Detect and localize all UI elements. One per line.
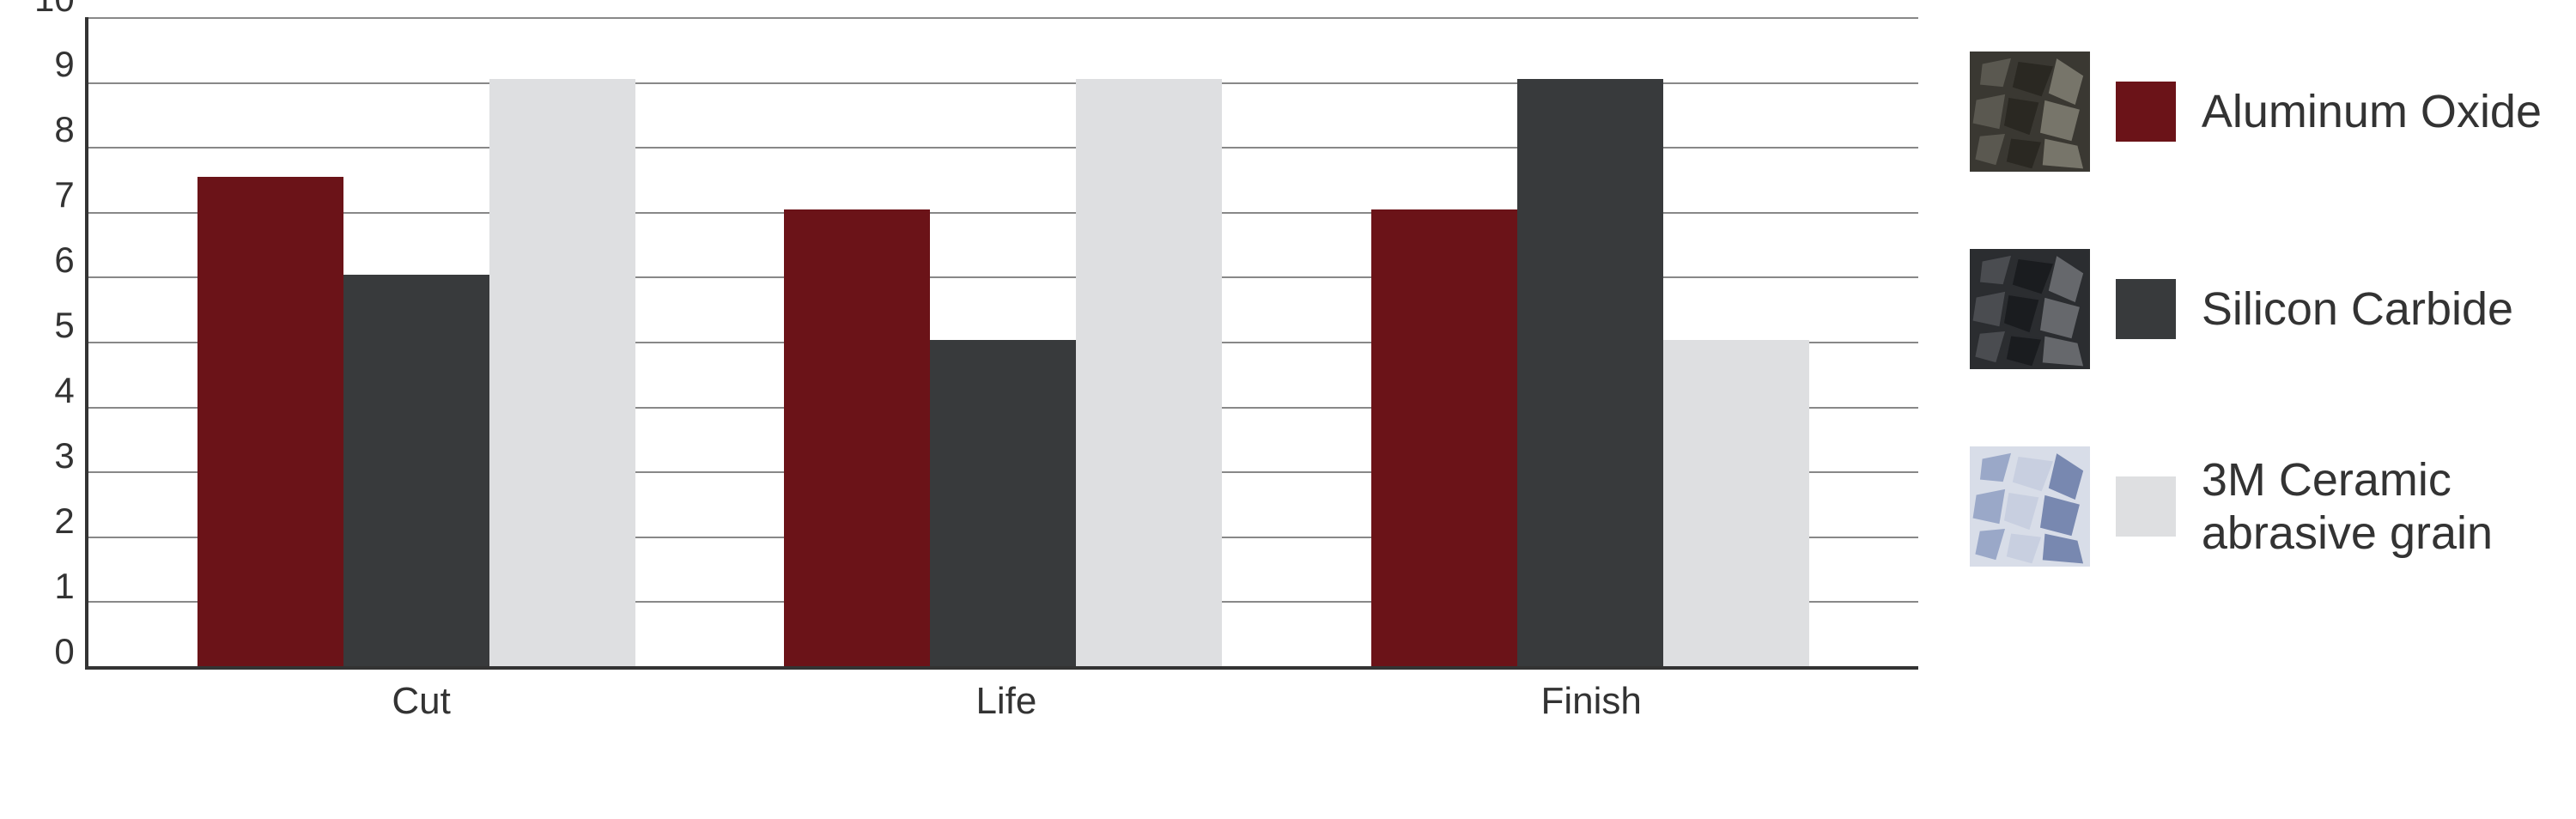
legend-color-swatch (2116, 82, 2176, 142)
plot-area (85, 17, 1918, 670)
legend-color-swatch (2116, 279, 2176, 339)
legend-label: Silicon Carbide (2202, 282, 2513, 336)
legend-label: 3M Ceramicabrasive grain (2202, 453, 2493, 560)
bar-aluminum_oxide (784, 209, 930, 666)
legend-item: 3M Ceramicabrasive grain (1970, 446, 2542, 567)
bar-aluminum_oxide (197, 177, 343, 666)
legend-color-swatch (2116, 476, 2176, 537)
legend: Aluminum Oxide Silicon Carbide 3M Ceramica… (1970, 17, 2542, 567)
bar-ceramic (489, 79, 635, 666)
y-axis: 10 9 8 7 6 5 4 3 2 1 0 (34, 0, 85, 652)
bar-silicon_carbide (930, 340, 1076, 666)
legend-texture-swatch (1970, 446, 2090, 567)
bar-silicon_carbide (343, 275, 489, 666)
bar-silicon_carbide (1517, 79, 1663, 666)
bar-ceramic (1663, 340, 1809, 666)
bar-group (784, 79, 1222, 666)
x-label-finish: Finish (1299, 680, 1884, 723)
legend-label: Aluminum Oxide (2202, 85, 2542, 138)
legend-item: Aluminum Oxide (1970, 52, 2542, 172)
bar-ceramic (1076, 79, 1222, 666)
legend-item: Silicon Carbide (1970, 249, 2542, 369)
bar-aluminum_oxide (1371, 209, 1517, 666)
x-axis-labels: Cut Life Finish (94, 680, 1918, 723)
x-label-life: Life (714, 680, 1298, 723)
bar-group (197, 79, 635, 666)
legend-texture-swatch (1970, 52, 2090, 172)
x-label-cut: Cut (129, 680, 714, 723)
chart-area: 10 9 8 7 6 5 4 3 2 1 0 (34, 17, 1918, 723)
bar-groups (88, 17, 1918, 666)
bar-group (1371, 79, 1809, 666)
chart-container: 10 9 8 7 6 5 4 3 2 1 0 (34, 17, 2542, 723)
legend-texture-swatch (1970, 249, 2090, 369)
